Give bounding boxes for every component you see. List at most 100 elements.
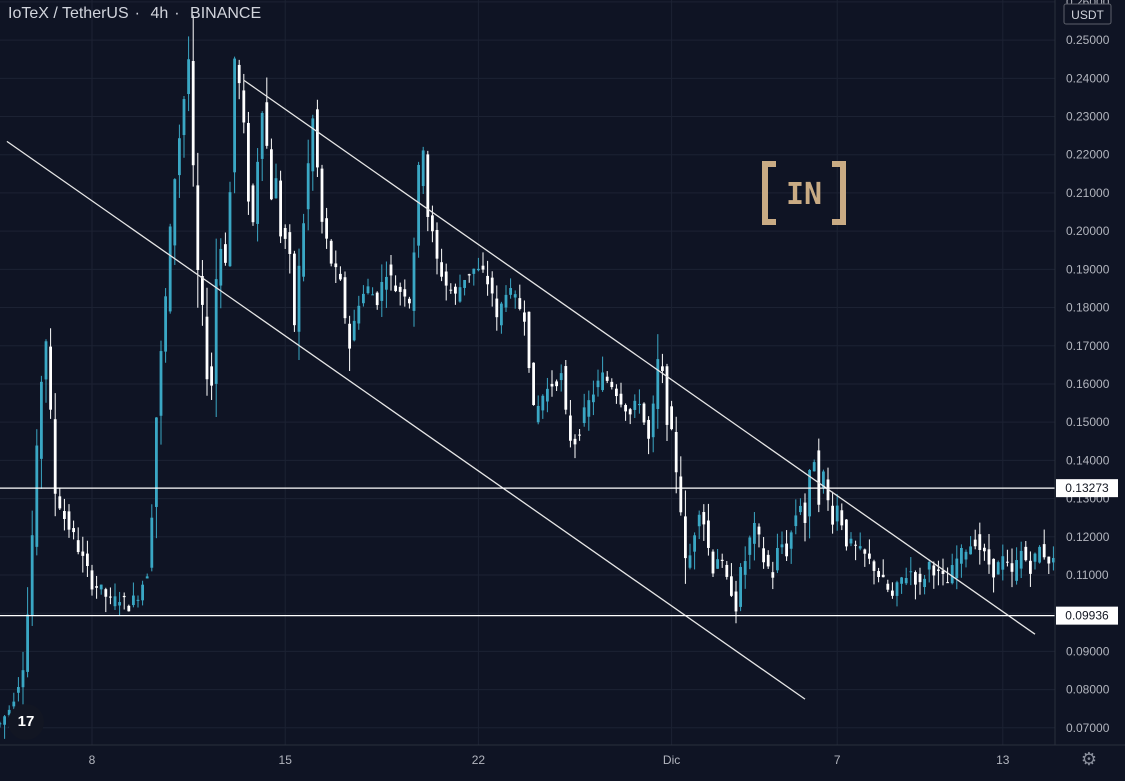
grid xyxy=(0,0,1055,745)
candle-body xyxy=(504,294,508,308)
candle-body xyxy=(596,380,600,388)
candle xyxy=(389,255,393,291)
header-separator: · xyxy=(134,5,140,22)
tradingview-logo-icon[interactable]: 17 xyxy=(8,704,44,740)
candle-body xyxy=(927,561,931,570)
candle-body xyxy=(467,274,471,276)
candle xyxy=(914,570,917,600)
candle xyxy=(918,567,922,595)
candle-body xyxy=(339,273,342,280)
price-tick-label: 0.17000 xyxy=(1066,339,1110,353)
candle xyxy=(1006,549,1009,567)
candle-body xyxy=(693,535,696,552)
candle xyxy=(1042,529,1046,560)
candle xyxy=(3,715,6,739)
candle-body xyxy=(472,268,476,274)
candle-body xyxy=(247,122,250,202)
currency-badge[interactable]: USDT xyxy=(1063,3,1112,25)
candles xyxy=(0,15,1124,739)
candle xyxy=(697,510,701,540)
candle-body xyxy=(684,516,687,559)
candle-body xyxy=(53,419,57,494)
candle-body xyxy=(233,58,236,173)
candle-body xyxy=(909,571,913,573)
candle xyxy=(817,438,821,513)
candle xyxy=(615,384,618,404)
candle-body xyxy=(1006,561,1009,563)
candle xyxy=(444,263,448,301)
candle-body xyxy=(937,569,940,571)
candle-body xyxy=(877,571,880,577)
candle xyxy=(684,490,687,584)
candle xyxy=(559,364,563,392)
candle xyxy=(288,224,292,274)
candle xyxy=(1001,544,1005,581)
candle-body xyxy=(118,602,121,606)
candle-body xyxy=(141,584,144,601)
candle xyxy=(398,282,402,306)
candle-body xyxy=(352,320,356,341)
candle-body xyxy=(155,417,158,507)
candle-body xyxy=(858,546,862,549)
price-axis: 0.070000.080000.090000.100000.110000.120… xyxy=(1066,0,1110,735)
candle-body xyxy=(398,286,402,292)
candle xyxy=(40,375,43,489)
candle xyxy=(886,579,890,593)
candle xyxy=(941,558,945,586)
candle xyxy=(385,261,388,308)
candle-body xyxy=(214,279,218,384)
candle-body xyxy=(205,316,209,380)
candle-body xyxy=(983,547,986,552)
gear-icon[interactable]: ⚙ xyxy=(1080,749,1098,770)
candle-body xyxy=(408,298,411,304)
candle-body xyxy=(72,528,75,533)
candle xyxy=(748,535,752,570)
candle xyxy=(467,273,471,283)
candle-body xyxy=(840,510,844,526)
candle xyxy=(509,278,512,299)
candle-body xyxy=(789,532,793,549)
candle-body xyxy=(159,351,163,416)
candle-body xyxy=(435,229,439,259)
candle xyxy=(776,533,779,574)
candle-body xyxy=(932,565,936,576)
candle-body xyxy=(978,534,982,551)
candle-body xyxy=(513,294,517,298)
candle-body xyxy=(293,253,296,326)
candle xyxy=(927,559,931,583)
candle xyxy=(992,558,995,593)
candle xyxy=(486,260,489,296)
candle xyxy=(858,532,862,551)
candle xyxy=(743,546,747,589)
candle-body xyxy=(969,546,972,555)
interval-label[interactable]: 4h xyxy=(150,5,169,22)
candle-body xyxy=(403,289,407,297)
candle xyxy=(357,295,361,330)
candle-body xyxy=(776,547,779,571)
candle-body xyxy=(67,511,71,530)
candle xyxy=(794,499,798,535)
candle-body xyxy=(1042,544,1046,558)
candle-body xyxy=(757,526,761,535)
candle-body xyxy=(679,476,683,513)
candle-body xyxy=(49,346,52,410)
candle xyxy=(463,279,466,296)
candle xyxy=(840,503,844,531)
candle xyxy=(564,359,568,415)
symbol-label[interactable]: IoTeX / TetherUS xyxy=(8,5,129,22)
candle-body xyxy=(325,218,328,239)
candle xyxy=(546,377,549,413)
candle-body xyxy=(256,161,259,224)
brand-bracket-right xyxy=(832,161,846,225)
candle-body xyxy=(343,277,347,319)
candle xyxy=(978,522,982,565)
candle xyxy=(109,587,112,605)
candle-body xyxy=(753,522,756,544)
candle xyxy=(900,576,903,594)
candle-body xyxy=(1047,556,1051,564)
candle-body xyxy=(0,723,2,725)
candle xyxy=(605,371,609,384)
candle xyxy=(950,553,954,585)
candle xyxy=(366,278,370,295)
